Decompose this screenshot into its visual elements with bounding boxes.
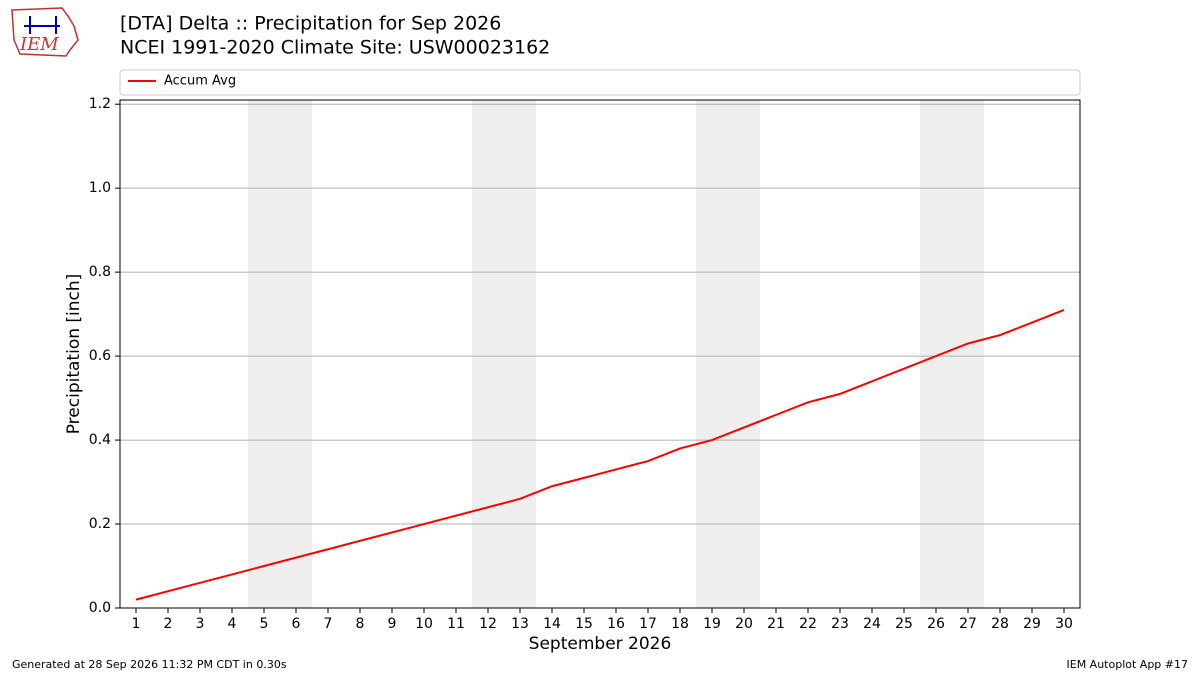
- x-tick-label: 25: [895, 616, 913, 632]
- logo-text: IEM: [19, 34, 59, 55]
- x-tick-label: 19: [703, 616, 721, 632]
- x-tick-label: 18: [671, 616, 689, 632]
- x-tick-label: 3: [196, 616, 205, 632]
- x-tick-label: 6: [292, 616, 301, 632]
- footer-right: IEM Autoplot App #17: [1067, 658, 1189, 671]
- x-axis-label: September 2026: [529, 634, 672, 654]
- x-tick-label: 8: [356, 616, 365, 632]
- y-tick-label: 0.6: [89, 348, 111, 364]
- x-tick-label: 16: [607, 616, 625, 632]
- x-tick-label: 13: [511, 616, 529, 632]
- weekend-shade: [920, 100, 984, 608]
- x-tick-label: 30: [1055, 616, 1073, 632]
- chart-subtitle: NCEI 1991-2020 Climate Site: USW00023162: [120, 37, 550, 59]
- weekend-shade: [472, 100, 536, 608]
- x-tick-label: 2: [164, 616, 173, 632]
- y-tick-label: 1.0: [89, 180, 111, 196]
- weekend-shade: [248, 100, 312, 608]
- y-tick-label: 0.8: [89, 264, 111, 280]
- x-tick-label: 5: [260, 616, 269, 632]
- x-tick-label: 28: [991, 616, 1009, 632]
- y-tick-label: 0.0: [89, 600, 111, 616]
- chart-title: [DTA] Delta :: Precipitation for Sep 202…: [120, 13, 501, 35]
- x-tick-label: 7: [324, 616, 333, 632]
- x-tick-label: 21: [767, 616, 785, 632]
- x-tick-label: 27: [959, 616, 977, 632]
- x-tick-label: 29: [1023, 616, 1041, 632]
- x-tick-label: 1: [132, 616, 141, 632]
- x-tick-label: 20: [735, 616, 753, 632]
- x-tick-label: 15: [575, 616, 593, 632]
- x-tick-label: 12: [479, 616, 497, 632]
- y-tick-label: 0.2: [89, 516, 111, 532]
- x-tick-label: 22: [799, 616, 817, 632]
- y-tick-label: 1.2: [89, 96, 111, 112]
- x-tick-label: 23: [831, 616, 849, 632]
- x-tick-label: 14: [543, 616, 561, 632]
- weekend-shade: [696, 100, 760, 608]
- footer-left: Generated at 28 Sep 2026 11:32 PM CDT in…: [12, 658, 287, 671]
- x-tick-label: 4: [228, 616, 237, 632]
- plot-frame: [119, 99, 1081, 609]
- x-tick-label: 11: [447, 616, 465, 632]
- legend-label: Accum Avg: [164, 74, 236, 89]
- legend-box: [119, 69, 1081, 96]
- y-tick-label: 0.4: [89, 432, 111, 448]
- x-tick-label: 26: [927, 616, 945, 632]
- logo: IEM: [11, 7, 79, 57]
- y-axis-label: Precipitation [inch]: [64, 274, 84, 435]
- x-tick-label: 10: [415, 616, 433, 632]
- x-tick-label: 9: [388, 616, 397, 632]
- x-tick-label: 17: [639, 616, 657, 632]
- x-tick-label: 24: [863, 616, 881, 632]
- data-line: [135, 308, 1065, 601]
